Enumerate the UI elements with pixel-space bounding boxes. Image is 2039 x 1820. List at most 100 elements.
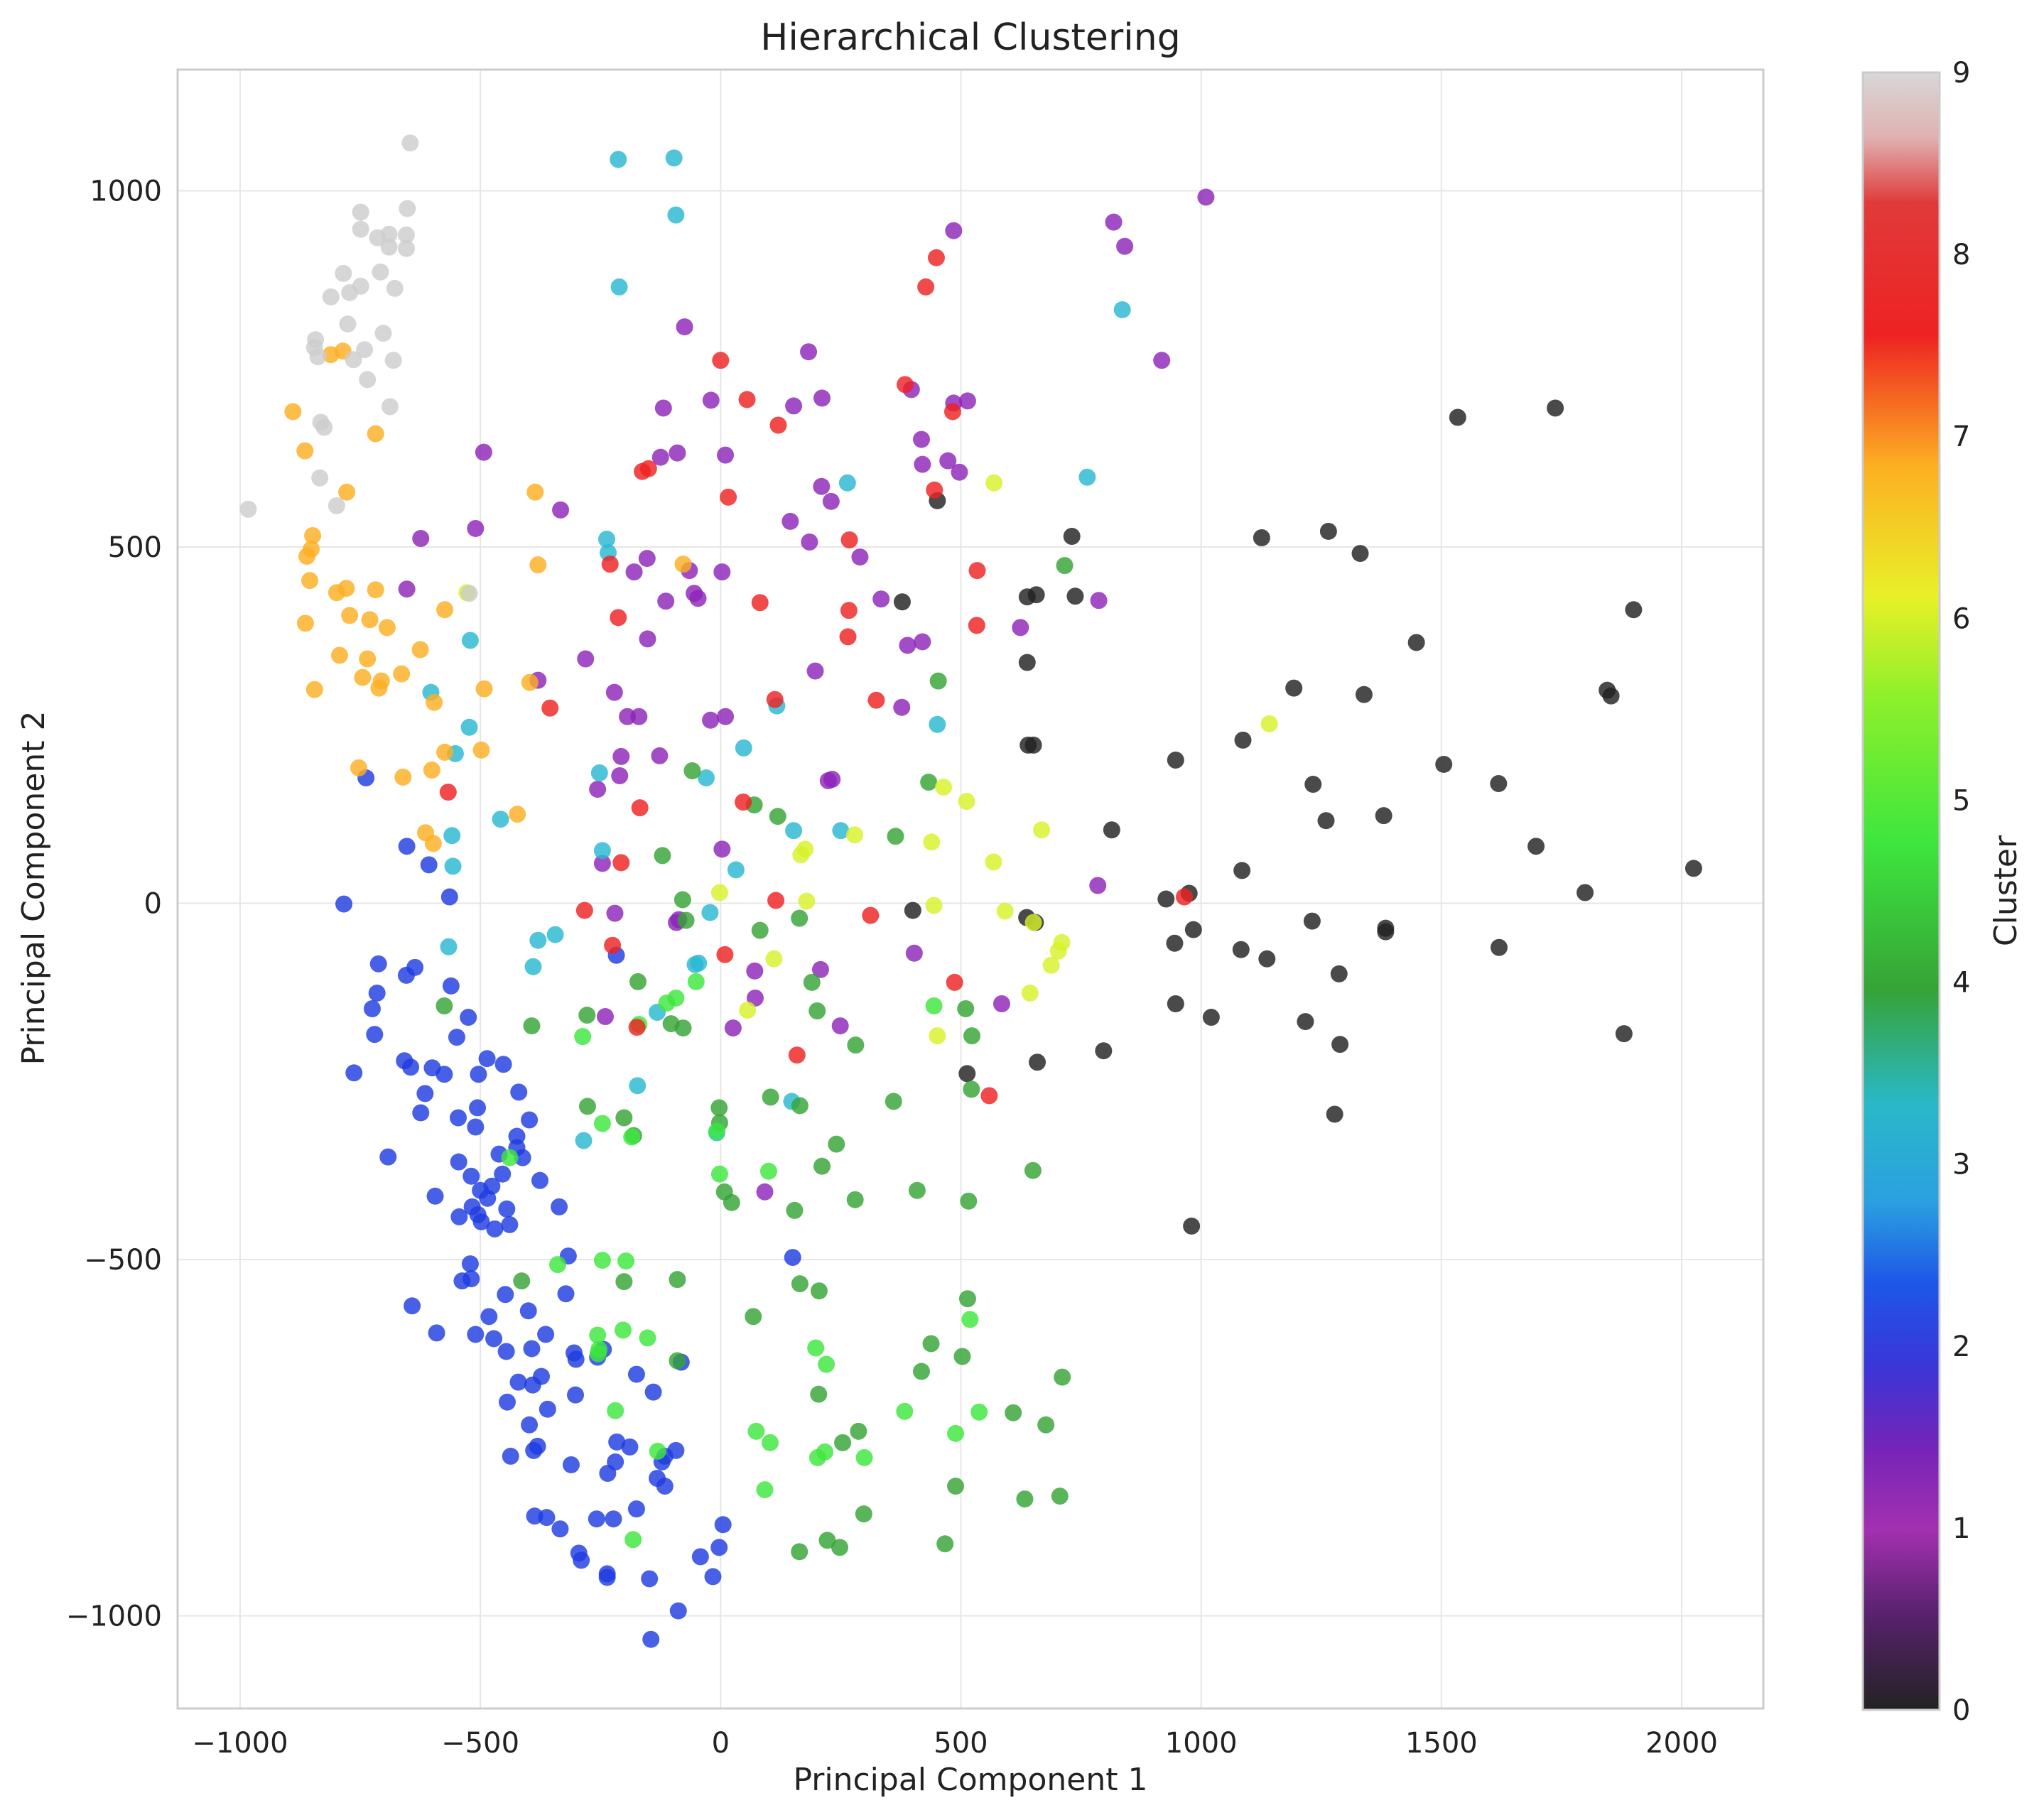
data-point-cluster-2 [416, 1085, 434, 1103]
data-point-cluster-2 [440, 888, 458, 906]
data-point-cluster-7 [426, 693, 443, 711]
x-axis-title: Principal Component 1 [794, 1762, 1148, 1798]
data-point-cluster-0 [1319, 522, 1337, 540]
data-point-cluster-8 [604, 936, 622, 954]
data-point-cluster-1 [746, 962, 764, 980]
data-point-cluster-7 [361, 611, 379, 629]
data-point-cluster-9 [239, 500, 257, 518]
data-point-cluster-2 [406, 958, 424, 976]
data-point-cluster-4 [936, 1535, 954, 1553]
data-point-cluster-0 [1304, 776, 1322, 793]
data-point-cluster-0 [1285, 679, 1303, 697]
data-point-cluster-0 [1018, 654, 1036, 671]
data-point-cluster-0 [893, 593, 911, 611]
data-point-cluster-1 [625, 563, 643, 581]
data-point-cluster-2 [404, 1297, 421, 1315]
data-point-cluster-1 [1012, 619, 1029, 637]
data-point-cluster-6 [985, 474, 1003, 492]
data-point-cluster-4 [615, 1109, 633, 1127]
data-point-cluster-4 [960, 1192, 978, 1210]
data-point-cluster-2 [510, 1083, 528, 1101]
data-point-cluster-2 [497, 1343, 515, 1360]
x-tick-labels: −1000 −500 0 500 1000 1500 2000 [192, 1727, 1718, 1760]
colorbar-label: Cluster [1988, 835, 2024, 946]
data-point-cluster-2 [423, 1059, 441, 1077]
data-point-cluster-4 [745, 1308, 762, 1326]
colorbar-tick-label: 3 [1952, 1149, 1970, 1181]
data-point-cluster-1 [913, 430, 931, 448]
data-point-cluster-5 [925, 997, 943, 1014]
data-point-cluster-0 [1407, 634, 1425, 651]
data-point-cluster-2 [557, 1285, 575, 1303]
data-point-cluster-7 [338, 483, 356, 501]
data-point-cluster-4 [1056, 557, 1073, 575]
data-point-cluster-4 [762, 1088, 779, 1106]
data-point-cluster-6 [1042, 956, 1060, 974]
data-point-cluster-1 [905, 944, 923, 962]
data-point-cluster-2 [426, 1187, 444, 1205]
data-point-cluster-4 [615, 1273, 633, 1291]
data-point-cluster-3 [593, 842, 611, 860]
data-point-cluster-2 [494, 1165, 512, 1183]
data-point-cluster-1 [689, 590, 707, 607]
data-point-cluster-6 [923, 833, 941, 851]
data-point-cluster-1 [945, 222, 963, 239]
data-point-cluster-2 [412, 1104, 430, 1122]
data-point-cluster-7 [322, 346, 340, 364]
data-point-cluster-7 [526, 483, 544, 501]
data-point-cluster-8 [839, 628, 857, 646]
data-point-cluster-8 [628, 1019, 646, 1036]
data-point-cluster-2 [573, 1551, 590, 1569]
data-point-cluster-9 [311, 469, 329, 487]
data-point-cluster-1 [669, 444, 686, 462]
data-point-cluster-4 [669, 1352, 686, 1370]
data-point-cluster-2 [562, 1456, 580, 1473]
data-point-cluster-8 [735, 793, 752, 811]
data-point-cluster-7 [423, 761, 440, 779]
data-point-cluster-2 [470, 1066, 487, 1083]
data-point-cluster-2 [498, 1200, 516, 1218]
data-point-cluster-8 [439, 784, 457, 801]
data-point-cluster-4 [1054, 1368, 1071, 1386]
data-point-cluster-9 [359, 371, 377, 389]
data-point-cluster-7 [411, 641, 429, 659]
data-point-cluster-1 [1089, 877, 1107, 894]
data-point-cluster-5 [549, 1256, 567, 1274]
data-point-cluster-5 [589, 1326, 607, 1344]
data-point-cluster-1 [822, 492, 840, 510]
data-point-cluster-6 [1049, 942, 1067, 960]
data-point-cluster-7 [296, 614, 314, 632]
data-point-cluster-7 [372, 672, 390, 690]
data-point-cluster-3 [597, 531, 615, 548]
data-point-cluster-7 [394, 769, 412, 786]
data-point-cluster-1 [1116, 237, 1134, 255]
data-point-cluster-3 [443, 827, 461, 845]
data-point-cluster-2 [514, 1149, 531, 1166]
data-point-cluster-0 [1527, 838, 1545, 855]
data-point-cluster-1 [702, 391, 720, 409]
data-point-cluster-0 [1063, 527, 1081, 545]
data-point-cluster-0 [1317, 812, 1335, 830]
x-tick-label: 2000 [1645, 1727, 1718, 1760]
data-point-cluster-1 [412, 530, 430, 548]
x-tick-label: −1000 [192, 1727, 288, 1760]
data-point-cluster-8 [738, 391, 756, 408]
data-point-cluster-2 [644, 1383, 662, 1401]
data-point-cluster-0 [1095, 1042, 1113, 1060]
data-point-cluster-7 [393, 665, 411, 683]
data-point-cluster-1 [893, 698, 911, 716]
data-point-cluster-9 [384, 352, 402, 369]
data-point-cluster-7 [304, 526, 322, 544]
data-point-cluster-4 [963, 1027, 981, 1045]
data-point-cluster-5 [807, 1339, 825, 1357]
data-point-cluster-0 [1024, 736, 1042, 754]
data-point-cluster-2 [448, 1029, 465, 1046]
data-point-cluster-3 [629, 1077, 647, 1095]
data-point-cluster-2 [519, 1302, 537, 1320]
data-point-cluster-3 [575, 1132, 593, 1149]
data-point-cluster-6 [1024, 914, 1042, 931]
data-point-cluster-0 [1602, 687, 1620, 705]
data-point-cluster-2 [420, 856, 438, 874]
data-point-cluster-2 [567, 1386, 585, 1404]
